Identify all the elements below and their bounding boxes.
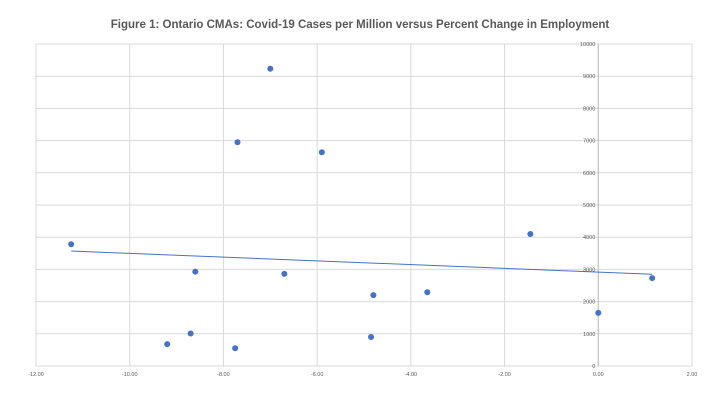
x-tick-label: 2.00: [687, 372, 698, 378]
data-point: [370, 292, 377, 299]
trendline: [71, 250, 653, 275]
data-point: [318, 149, 325, 156]
x-tick-label: -2.00: [498, 372, 511, 378]
data-point: [649, 275, 656, 282]
x-tick-label: -12.00: [28, 372, 44, 378]
y-tick-label: 3000: [583, 267, 595, 273]
x-tick-label: -6.00: [311, 372, 324, 378]
data-point: [187, 330, 194, 337]
chart-title: Figure 1: Ontario CMAs: Covid-19 Cases p…: [110, 19, 610, 31]
data-point: [595, 309, 602, 316]
data-point: [424, 289, 431, 296]
data-point: [527, 230, 534, 237]
x-tick-label: 0.00: [593, 372, 604, 378]
data-point: [164, 341, 171, 348]
data-points: [68, 65, 656, 352]
data-point: [281, 270, 288, 277]
x-tick-label: -4.00: [405, 372, 418, 378]
plot-area-border: [35, 43, 693, 367]
y-tick-label: 1000: [583, 332, 595, 338]
y-tick-label: 2000: [583, 300, 595, 306]
y-tick-label: 5000: [583, 203, 595, 209]
y-tick-label: 10000: [580, 42, 595, 48]
y-tick-label: 7000: [583, 139, 595, 145]
data-point: [368, 334, 375, 341]
y-tick-label: 4000: [583, 235, 595, 241]
data-point: [234, 139, 241, 146]
y-tick-label: 8000: [583, 106, 595, 112]
y-tick-label: 9000: [583, 74, 595, 80]
data-point: [267, 65, 274, 72]
data-point: [68, 241, 75, 248]
y-tick-label: 0: [592, 364, 595, 370]
axis-ticks: -12.00 -10.00 -8.00 -6.00 -4.00 -2.00 0.00 2.00…: [28, 42, 697, 378]
data-point: [232, 345, 239, 352]
y-tick-label: 6000: [583, 171, 595, 177]
x-tick-label: -10.00: [122, 372, 138, 378]
data-point: [192, 268, 199, 275]
trendline-layer: [71, 250, 653, 275]
x-tick-label: -8.00: [217, 372, 230, 378]
